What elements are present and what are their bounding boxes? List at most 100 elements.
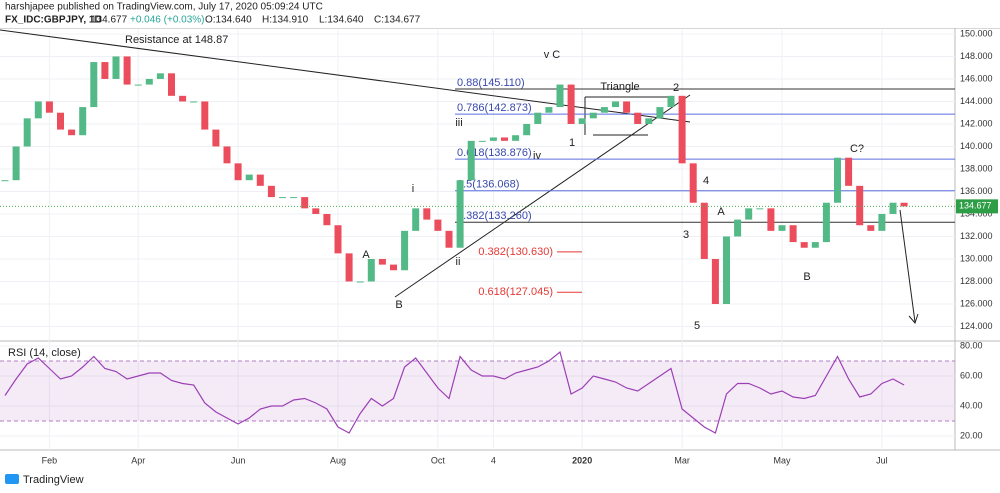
author-line: harshjapee published on TradingView.com,… [5, 2, 323, 13]
candle-body [290, 197, 298, 199]
fib-label: 0.786(142.873) [457, 102, 532, 114]
candle-body [201, 101, 209, 130]
candle-body [34, 101, 42, 119]
y-tick-label: 130.000 [960, 253, 993, 263]
frame-top [0, 28, 1000, 29]
candle-body [478, 140, 486, 142]
wave-label: C? [850, 143, 864, 155]
drawings [0, 29, 919, 324]
candle-body [856, 185, 864, 226]
candle-body [1, 180, 9, 182]
x-tick-label: Aug [330, 455, 346, 465]
wave-label: 1 [569, 137, 575, 149]
candle-body [900, 202, 908, 207]
wave-label: 2 [673, 82, 679, 94]
rsi-title: RSI (14, close) [8, 347, 81, 359]
y-tick-label: 136.000 [960, 186, 993, 196]
candle-body [223, 146, 231, 164]
candle-body [878, 213, 886, 231]
x-tick-label: May [773, 455, 791, 465]
y-tick-label: 40.00 [960, 400, 983, 410]
wave-label: iii [455, 117, 462, 129]
wave-label: 4 [703, 175, 709, 187]
candle-body [79, 107, 87, 136]
candle-body [312, 208, 320, 214]
candle-body [623, 101, 631, 113]
candle-body [378, 258, 386, 265]
close: C:134.677 [374, 15, 421, 26]
candle-body [156, 73, 164, 79]
x-tick-label: Mar [674, 455, 690, 465]
candle-body [145, 78, 153, 85]
fib-label: 0.5(136.068) [457, 179, 519, 191]
wave-label: i [412, 183, 414, 195]
rsi-pane: 80.00 60.00 40.00 20.00 RSI (14, close) [0, 340, 983, 440]
fib-label: 0.618(138.876) [457, 147, 532, 159]
fib-label: 0.382(133.260) [457, 210, 532, 222]
candle-body [434, 219, 442, 231]
target-label: 0.618(127.045) [478, 286, 553, 298]
x-tick-label: Apr [131, 455, 145, 465]
candle-body [600, 107, 608, 113]
candle-body [179, 95, 187, 102]
high: H:134.910 [262, 15, 309, 26]
candle-body [723, 236, 730, 304]
candle-body [68, 129, 76, 136]
candle-body [467, 140, 475, 181]
grid [0, 30, 955, 450]
candle-body [101, 62, 109, 79]
candle-body [301, 197, 309, 209]
candle-body [168, 73, 175, 96]
candle-body [190, 101, 198, 103]
candle-body [134, 84, 142, 86]
y-tick-label: 146.000 [960, 73, 993, 83]
candle-body [789, 225, 797, 243]
last-price: 134.677 [91, 15, 128, 26]
open: O:134.640 [205, 15, 252, 26]
candle-body [212, 129, 220, 147]
candle-body [800, 242, 808, 248]
y-tick-label: 20.00 [960, 430, 983, 440]
candle-body [689, 163, 697, 203]
wave-label: Triangle [600, 81, 639, 93]
price-pane: 150.000 148.000 146.000 144.000 142.000 140.0… [0, 28, 998, 332]
candle-body [445, 230, 453, 248]
candle-body [667, 95, 675, 108]
y-tick-label: 144.000 [960, 96, 993, 106]
candle-body [12, 146, 20, 181]
y-tick-label: 60.00 [960, 370, 983, 380]
candle-body [867, 225, 875, 231]
brand-name: TradingView [23, 474, 84, 486]
candle-body [711, 258, 719, 304]
x-tick-label: Feb [42, 455, 58, 465]
low: L:134.640 [319, 15, 364, 26]
candle-body [834, 157, 841, 203]
y-tick-label: 138.000 [960, 163, 993, 173]
y-tick-label: 140.000 [960, 141, 993, 151]
candle-body [456, 180, 464, 248]
candle-body [778, 225, 786, 231]
x-tick-label: Jun [231, 455, 246, 465]
rsi-band [0, 360, 955, 421]
candle-body [90, 62, 98, 108]
wave-label: B [803, 271, 810, 283]
candle-body [767, 208, 775, 231]
candle-body [234, 163, 242, 181]
arrow-head [908, 313, 919, 324]
x-tick-label: 2020 [572, 455, 592, 465]
y-tick-label: 80.00 [960, 340, 983, 350]
candle-body [645, 118, 653, 124]
candle-body [123, 56, 131, 85]
candle-body [523, 123, 531, 136]
candle-body [23, 118, 31, 147]
candle-body [323, 213, 331, 226]
fib-label: 0.88(145.110) [457, 77, 525, 89]
wave-label: A [362, 249, 370, 261]
x-tick-label: Oct [431, 455, 446, 465]
candle-body [356, 281, 364, 283]
candle-body [734, 219, 742, 237]
wave-label: A [717, 206, 725, 218]
trend-line [394, 94, 691, 298]
